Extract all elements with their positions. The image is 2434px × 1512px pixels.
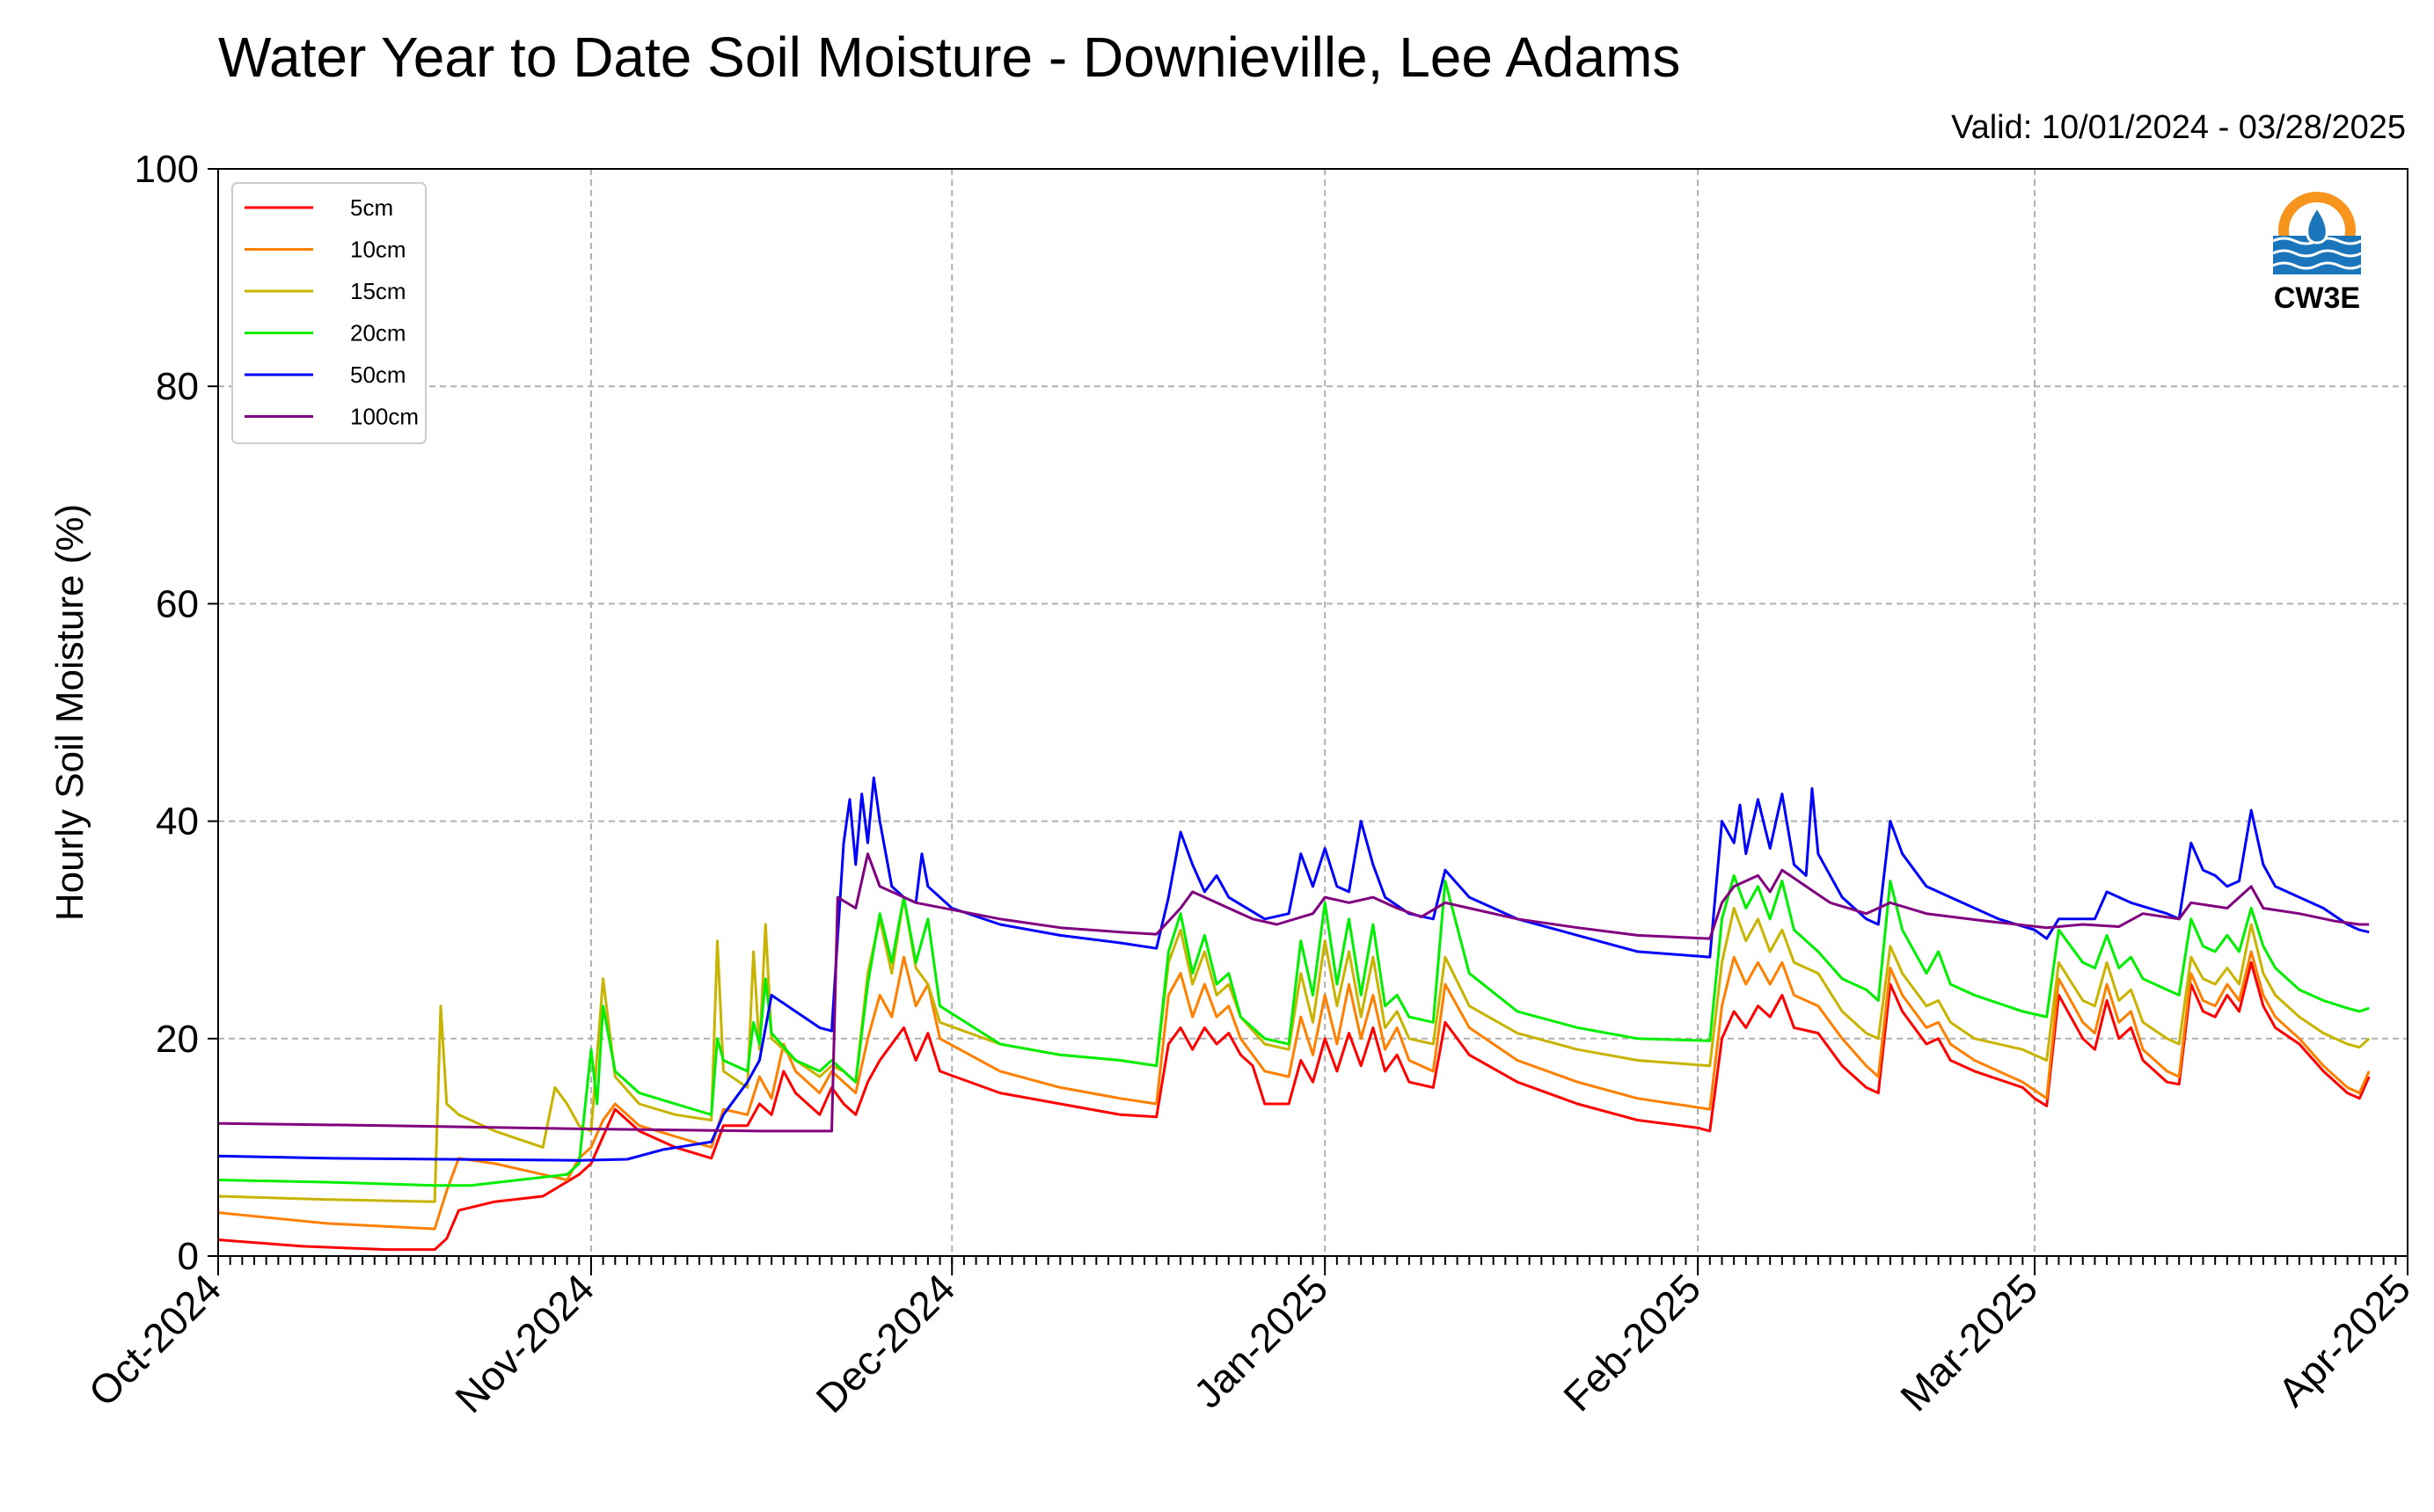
x-tick-label: Mar-2025: [1891, 1265, 2046, 1420]
series-line-15cm: [217, 895, 2371, 1203]
cw3e-logo: CW3E: [2272, 192, 2362, 315]
y-axis-label: Hourly Soil Moisture (%): [48, 504, 91, 921]
x-tick-label: Feb-2025: [1554, 1265, 1709, 1420]
series-lines: [217, 776, 2371, 1252]
legend-label-20cm: 20cm: [350, 320, 406, 347]
chart-title: Water Year to Date Soil Moisture - Downi…: [218, 26, 1681, 89]
legend-label-15cm: 15cm: [350, 278, 406, 304]
legend-label-100cm: 100cm: [350, 404, 419, 430]
logo-wave-line: [2272, 249, 2362, 258]
valid-date-range: Valid: 10/01/2024 - 03/28/2025: [1951, 109, 2406, 146]
x-tick-label: Apr-2025: [2269, 1265, 2419, 1415]
legend: 5cm 10cm 15cm 20cm 50cm 100cm: [231, 182, 427, 444]
x-tick-label: Jan-2025: [1185, 1265, 1336, 1416]
series-line-10cm: [217, 950, 2371, 1231]
water-drop-icon: [2306, 205, 2328, 245]
series-line-5cm: [217, 961, 2371, 1252]
y-tick-label: 60: [156, 582, 199, 625]
grid-lines: [218, 169, 2408, 1256]
x-tick-label: Oct-2024: [80, 1265, 230, 1415]
legend-label-50cm: 50cm: [350, 362, 406, 388]
legend-label-5cm: 5cm: [350, 194, 393, 221]
series-line-20cm: [217, 873, 2370, 1187]
y-tick-label: 0: [178, 1235, 199, 1278]
x-tick-label: Dec-2024: [807, 1265, 963, 1421]
logo-wave-line: [2272, 261, 2362, 270]
y-tick-label: 100: [135, 148, 199, 191]
y-tick-label: 40: [156, 800, 199, 844]
series-line-100cm: [217, 852, 2370, 1133]
y-tick-label: 80: [156, 365, 199, 408]
logo-text: CW3E: [2274, 281, 2360, 315]
x-axis: Oct-2024 Nov-2024 Dec-2024 Jan-2025 Feb-2025…: [80, 1256, 2419, 1421]
legend-label-10cm: 10cm: [350, 237, 406, 263]
x-tick-label: Nov-2024: [446, 1265, 603, 1421]
y-axis: 0 20 40 60 80 100: [135, 148, 218, 1278]
y-tick-label: 20: [156, 1018, 199, 1061]
plot-frame: [217, 168, 2408, 1257]
